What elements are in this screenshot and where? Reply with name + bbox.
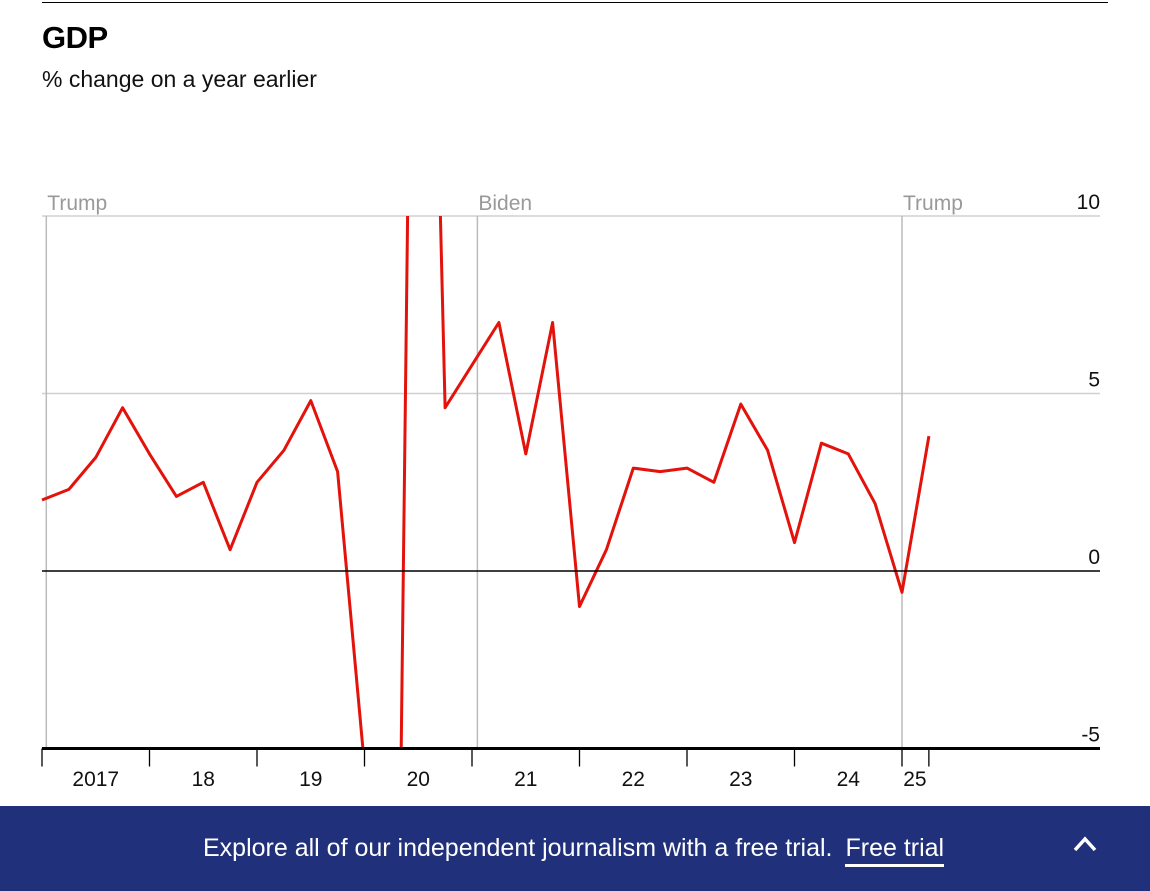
x-tick-label: 23: [729, 768, 752, 791]
banner-message: Explore all of our independent journalis…: [203, 834, 945, 867]
x-tick-label: 22: [622, 768, 645, 791]
x-tick-label: 18: [192, 768, 215, 791]
y-tick-label: 5: [1088, 369, 1100, 392]
top-rule: [42, 2, 1108, 3]
term-label: Trump: [47, 192, 107, 215]
y-tick-label: -5: [1081, 724, 1100, 747]
gdp-line-chart: Trump Biden Trump 10 5 0 -5 2017 18 19 20 21 22 23 24 2…: [41, 191, 1100, 791]
x-tick-label: 21: [514, 768, 537, 791]
chart-title: GDP: [42, 20, 108, 55]
x-tick-label: 25: [903, 768, 926, 791]
banner-text: Explore all of our independent journalis…: [203, 834, 833, 862]
free-trial-link[interactable]: Free trial: [845, 834, 945, 867]
chevron-up-icon[interactable]: [1070, 830, 1100, 860]
chart-subtitle: % change on a year earlier: [42, 66, 317, 92]
x-tick-label: 2017: [72, 768, 119, 791]
term-label: Biden: [478, 192, 532, 215]
y-tick-label: 0: [1088, 546, 1100, 569]
gdp-series-line: [41, 215, 931, 749]
term-label: Trump: [903, 192, 963, 215]
free-trial-banner: Explore all of our independent journalis…: [0, 806, 1150, 891]
y-tick-label: 10: [1077, 191, 1100, 214]
x-tick-label: 20: [407, 768, 430, 791]
x-tick-label: 19: [299, 768, 322, 791]
x-tick-label: 24: [837, 768, 861, 791]
